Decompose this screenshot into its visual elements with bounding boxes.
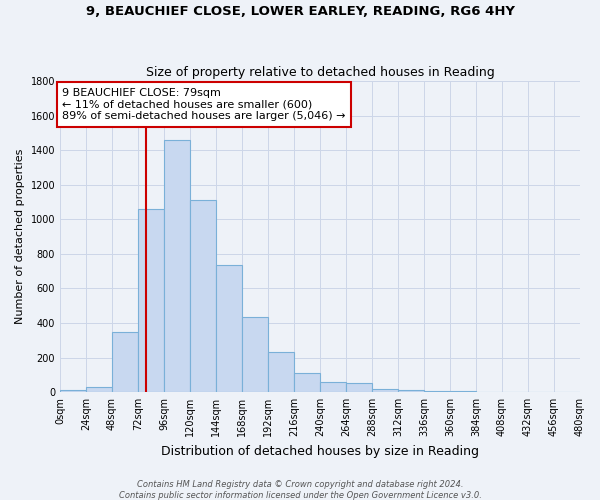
Bar	[424, 391, 450, 392]
Bar	[164, 140, 190, 392]
Text: 9 BEAUCHIEF CLOSE: 79sqm
← 11% of detached houses are smaller (600)
89% of semi-: 9 BEAUCHIEF CLOSE: 79sqm ← 11% of detach…	[62, 88, 346, 121]
Bar	[294, 373, 320, 392]
Bar	[398, 390, 424, 392]
Bar	[320, 382, 346, 392]
Text: 9, BEAUCHIEF CLOSE, LOWER EARLEY, READING, RG6 4HY: 9, BEAUCHIEF CLOSE, LOWER EARLEY, READIN…	[86, 5, 515, 18]
Bar	[268, 352, 294, 392]
Bar	[86, 387, 112, 392]
Title: Size of property relative to detached houses in Reading: Size of property relative to detached ho…	[146, 66, 494, 78]
Y-axis label: Number of detached properties: Number of detached properties	[15, 149, 25, 324]
Bar	[216, 265, 242, 392]
Text: Contains HM Land Registry data © Crown copyright and database right 2024.
Contai: Contains HM Land Registry data © Crown c…	[119, 480, 481, 500]
Bar	[60, 390, 86, 392]
Bar	[112, 332, 138, 392]
Bar	[372, 389, 398, 392]
Bar	[242, 317, 268, 392]
X-axis label: Distribution of detached houses by size in Reading: Distribution of detached houses by size …	[161, 444, 479, 458]
Bar	[346, 384, 372, 392]
Bar	[190, 200, 216, 392]
Bar	[138, 209, 164, 392]
